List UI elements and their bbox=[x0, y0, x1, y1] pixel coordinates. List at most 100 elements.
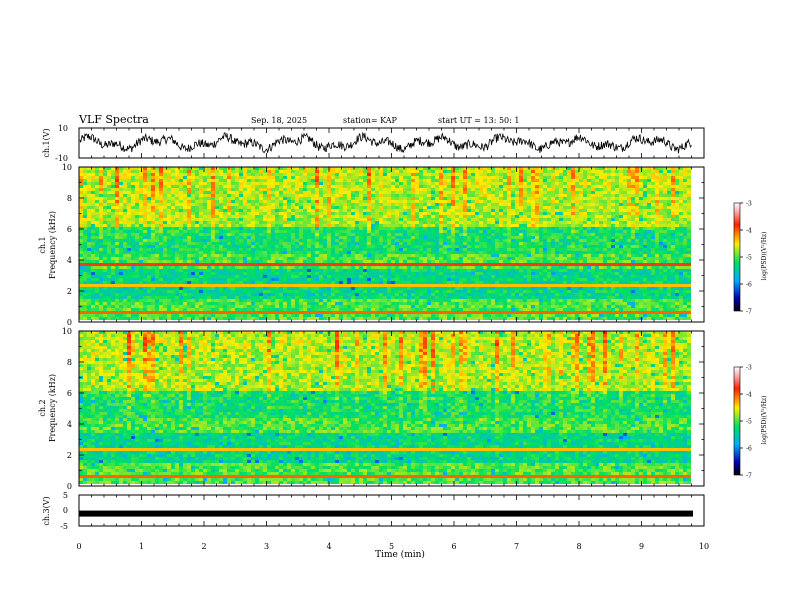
spectrogram-cell bbox=[663, 233, 667, 236]
spectrogram-cell bbox=[571, 221, 575, 224]
spectrogram-cell bbox=[315, 185, 319, 188]
spectrogram-cell bbox=[459, 194, 463, 197]
spectrogram-cell bbox=[651, 251, 655, 254]
spectrogram-cell bbox=[455, 260, 459, 263]
spectrogram-cell bbox=[179, 215, 183, 218]
spectrogram-cell bbox=[227, 203, 231, 206]
spectrogram-cell bbox=[483, 185, 487, 188]
spectrogram-cell bbox=[171, 233, 175, 236]
spectrogram-cell bbox=[95, 206, 99, 209]
spectrogram-cell bbox=[587, 260, 591, 263]
spectrogram-cell bbox=[323, 230, 327, 233]
spectrogram-cell bbox=[255, 179, 259, 182]
spectrogram-cell bbox=[359, 179, 363, 182]
spectrogram-cell bbox=[267, 260, 271, 263]
spectrogram-cell bbox=[451, 251, 455, 254]
spectrogram-cell bbox=[631, 191, 635, 194]
spectrogram-cell bbox=[195, 224, 199, 227]
spectrogram-cell bbox=[575, 170, 579, 173]
spectrogram-cell bbox=[415, 227, 419, 230]
spectrogram-cell bbox=[175, 221, 179, 224]
spectrogram-cell bbox=[119, 173, 123, 176]
spectrogram-cell bbox=[99, 233, 103, 236]
spectrogram-cell bbox=[475, 257, 479, 260]
spectrogram-cell bbox=[87, 218, 91, 221]
spectrogram-cell bbox=[95, 176, 99, 179]
spectrogram-cell bbox=[583, 209, 587, 212]
spectrogram-cell bbox=[191, 251, 195, 254]
spectrogram-cell bbox=[167, 251, 171, 254]
spectrogram-cell bbox=[203, 227, 207, 230]
spectrogram-cell bbox=[459, 224, 463, 227]
spectrogram-cell bbox=[423, 200, 427, 203]
spectrogram-cell bbox=[435, 218, 439, 221]
spectrogram-cell bbox=[435, 233, 439, 236]
spectrogram-cell bbox=[503, 209, 507, 212]
spectrogram-cell bbox=[279, 254, 283, 257]
spectrogram-cell bbox=[607, 221, 611, 224]
spectrogram-cell bbox=[499, 191, 503, 194]
spectrogram-cell bbox=[287, 218, 291, 221]
spectrogram-cell bbox=[495, 254, 499, 257]
spectrogram-cell bbox=[383, 221, 387, 224]
spectrogram-cell bbox=[359, 203, 363, 206]
spectrogram-cell bbox=[607, 227, 611, 230]
spectrogram-cell bbox=[575, 236, 579, 239]
spectrogram-cell bbox=[99, 254, 103, 257]
spectrogram-cell bbox=[119, 218, 123, 221]
spectrogram-cell bbox=[371, 215, 375, 218]
spectrogram-cell bbox=[507, 236, 511, 239]
spectrogram-cell bbox=[483, 182, 487, 185]
spectrogram-cell bbox=[407, 191, 411, 194]
spectrogram-cell bbox=[451, 182, 455, 185]
spectrogram-cell bbox=[139, 227, 143, 230]
spectrogram-cell bbox=[199, 209, 203, 212]
spectrogram-cell bbox=[251, 191, 255, 194]
spectrogram-cell bbox=[127, 188, 131, 191]
spectrogram-cell bbox=[659, 194, 663, 197]
spectrogram-cell bbox=[423, 230, 427, 233]
spectrogram-cell bbox=[391, 236, 395, 239]
spectrogram-cell bbox=[479, 215, 483, 218]
spectrogram-cell bbox=[463, 236, 467, 239]
spectrogram-cell bbox=[227, 254, 231, 257]
spectrogram-cell bbox=[163, 182, 167, 185]
spectrogram-cell bbox=[599, 236, 603, 239]
spectrogram-cell bbox=[279, 182, 283, 185]
spectrogram-cell bbox=[639, 200, 643, 203]
spectrogram-cell bbox=[291, 200, 295, 203]
spectrogram-cell bbox=[583, 260, 587, 263]
spectrogram-cell bbox=[523, 194, 527, 197]
spectrogram-cell bbox=[371, 239, 375, 242]
spectrogram-cell bbox=[627, 227, 631, 230]
spectrogram-cell bbox=[459, 179, 463, 182]
spectrogram-cell bbox=[395, 209, 399, 212]
spectrogram-cell bbox=[607, 185, 611, 188]
spectrogram-cell bbox=[239, 197, 243, 200]
spectrogram-cell bbox=[547, 257, 551, 260]
spectrogram-cell bbox=[131, 215, 135, 218]
spectrogram-cell bbox=[639, 236, 643, 239]
spectrogram-cell bbox=[287, 200, 291, 203]
spectrogram-cell bbox=[227, 257, 231, 260]
spectrogram-cell bbox=[271, 260, 275, 263]
spectrogram-cell bbox=[463, 191, 467, 194]
spectrogram-cell bbox=[207, 185, 211, 188]
spectrogram-cell bbox=[131, 221, 135, 224]
spectrogram-cell bbox=[687, 215, 691, 218]
spectrogram-cell bbox=[195, 230, 199, 233]
spectrogram-cell bbox=[151, 212, 155, 215]
spectrogram-cell bbox=[683, 206, 687, 209]
spectrogram-cell bbox=[463, 203, 467, 206]
spectrogram-cell bbox=[667, 233, 671, 236]
spectrogram-cell bbox=[147, 203, 151, 206]
spectrogram-cell bbox=[519, 230, 523, 233]
spectrogram-cell bbox=[139, 215, 143, 218]
spectrogram-cell bbox=[535, 245, 539, 248]
spectrogram-cell bbox=[535, 236, 539, 239]
spectrogram-cell bbox=[183, 260, 187, 263]
spectrogram-cell bbox=[339, 182, 343, 185]
spectrogram-cell bbox=[535, 206, 539, 209]
spectrogram-cell bbox=[471, 173, 475, 176]
spectrogram-cell bbox=[207, 194, 211, 197]
